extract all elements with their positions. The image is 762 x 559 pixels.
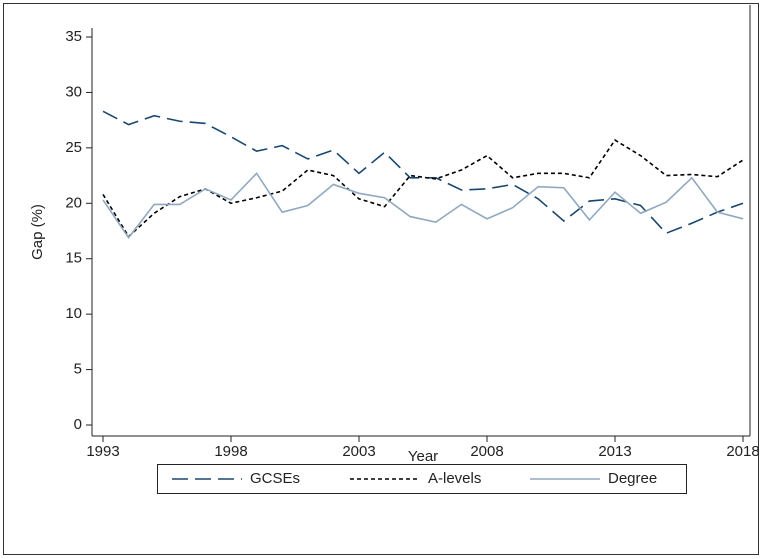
x-tick-label: 2003 — [342, 443, 375, 460]
y-tick-label: 15 — [65, 250, 82, 267]
x-tick-label: 1993 — [86, 443, 119, 460]
y-axis-title: Gap (%) — [29, 204, 46, 260]
legend-label: GCSEs — [250, 470, 300, 487]
frame — [3, 3, 759, 555]
y-tick-label: 10 — [65, 305, 82, 322]
x-tick-label: 2008 — [470, 443, 503, 460]
y-tick-label: 25 — [65, 139, 82, 156]
x-axis-title: Year — [408, 448, 438, 465]
series-line — [102, 172, 744, 240]
x-tick-label: 2018 — [726, 443, 759, 460]
legend-label: A-levels — [428, 470, 481, 487]
y-tick-label: 30 — [65, 83, 82, 100]
x-tick-label: 2013 — [598, 443, 631, 460]
y-tick-label: 5 — [74, 361, 82, 378]
legend-label: Degree — [608, 470, 657, 487]
y-tick-label: 0 — [74, 416, 82, 433]
y-tick-label: 35 — [65, 28, 82, 45]
series-line — [102, 110, 744, 235]
x-tick-label: 1998 — [214, 443, 247, 460]
y-tick-label: 20 — [65, 194, 82, 211]
